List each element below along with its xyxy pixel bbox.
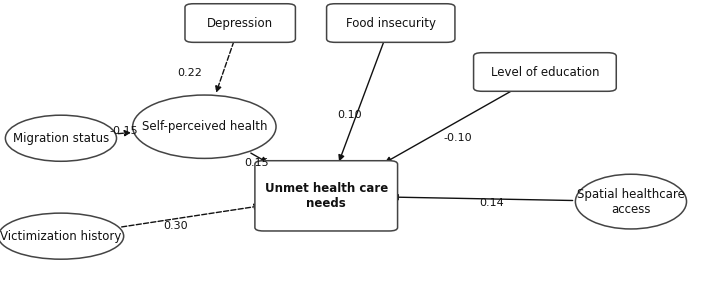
FancyBboxPatch shape [185,4,295,42]
Text: -0.10: -0.10 [443,133,472,143]
Text: 0.22: 0.22 [178,69,202,78]
FancyBboxPatch shape [255,161,397,231]
Text: 0.30: 0.30 [163,221,188,231]
Text: Unmet health care
needs: Unmet health care needs [265,182,388,210]
Ellipse shape [0,213,123,259]
FancyBboxPatch shape [327,4,455,42]
Text: Level of education: Level of education [490,65,599,79]
FancyBboxPatch shape [473,53,616,91]
Text: Spatial healthcare
access: Spatial healthcare access [577,187,685,216]
Text: Food insecurity: Food insecurity [346,16,436,30]
Text: Migration status: Migration status [13,132,109,145]
Text: 0.10: 0.10 [337,110,361,120]
Ellipse shape [6,115,117,161]
Text: 0.15: 0.15 [244,158,269,168]
Text: Victimization history: Victimization history [0,230,122,243]
Ellipse shape [133,95,276,158]
Ellipse shape [575,174,687,229]
Text: Self-perceived health: Self-perceived health [141,120,267,133]
Text: 0.14: 0.14 [480,198,504,208]
Text: -0.15: -0.15 [109,126,138,136]
Text: Depression: Depression [207,16,273,30]
